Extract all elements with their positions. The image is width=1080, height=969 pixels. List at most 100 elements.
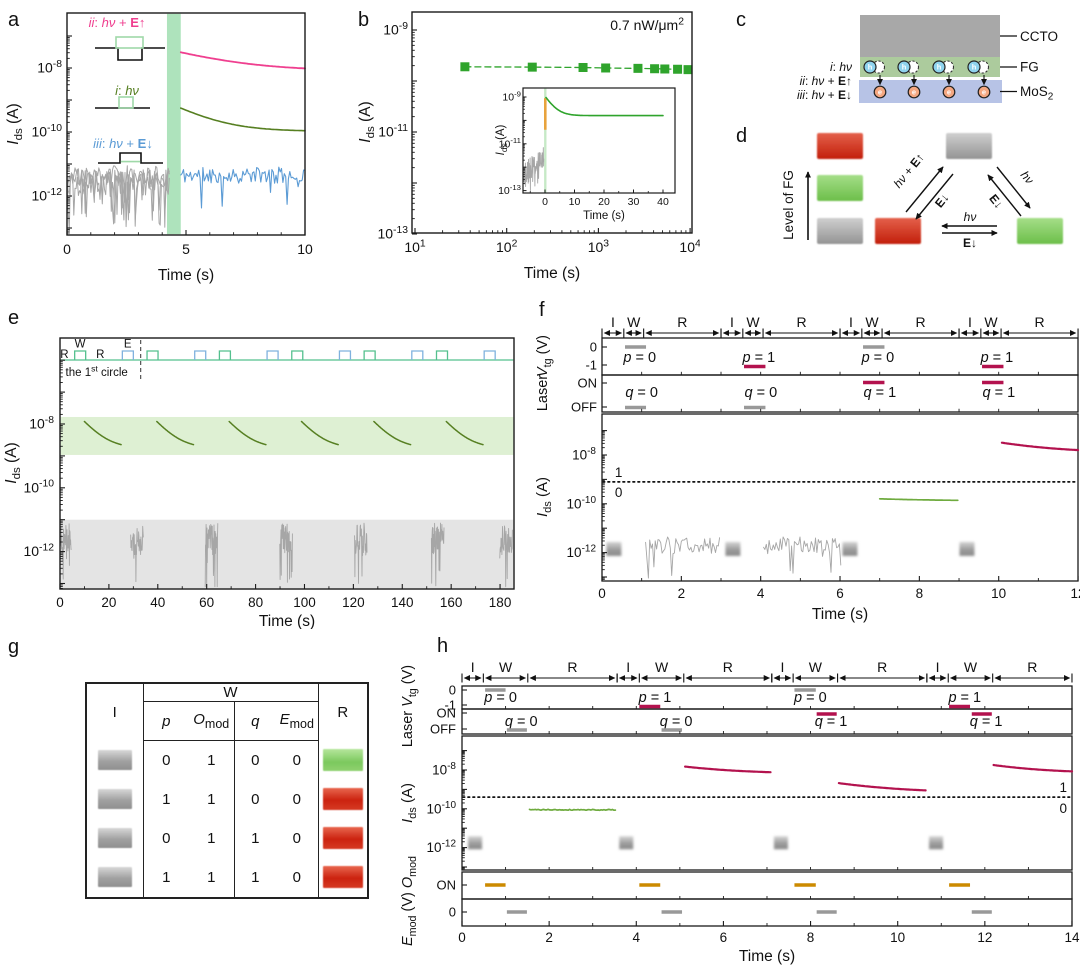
svg-text:103: 103 bbox=[588, 238, 610, 255]
svg-text:12: 12 bbox=[1071, 586, 1080, 601]
svg-text:10-10: 10-10 bbox=[31, 123, 62, 140]
input-state-box bbox=[97, 828, 132, 848]
h-ids-label: Ids (A) bbox=[399, 783, 419, 823]
svg-text:R: R bbox=[1034, 314, 1044, 330]
h-emod-omod-label: Emod (V) Omod bbox=[400, 856, 419, 946]
process-label: ii: hν + E↑ bbox=[800, 74, 852, 88]
q-label: q = 0 bbox=[745, 385, 778, 401]
svg-text:5: 5 bbox=[182, 241, 190, 257]
svg-text:10-12: 10-12 bbox=[23, 543, 54, 560]
q-label: q = 0 bbox=[505, 714, 538, 730]
sub-header: p bbox=[143, 701, 189, 741]
svg-text:12: 12 bbox=[977, 930, 992, 945]
svg-text:1: 1 bbox=[615, 465, 623, 480]
sub-header: Omod bbox=[189, 701, 234, 741]
p-label: p = 0 bbox=[483, 690, 517, 706]
svg-text:R: R bbox=[796, 314, 806, 330]
h-vtg-laser-label: Laser Vtg (V) bbox=[400, 665, 419, 747]
svg-text:W: W bbox=[499, 659, 513, 675]
p-label: p = 1 bbox=[980, 350, 1014, 366]
svg-text:0: 0 bbox=[1060, 801, 1068, 816]
layer-label: MoS2 bbox=[1020, 84, 1054, 103]
svg-text:W: W bbox=[809, 659, 823, 675]
panel-c: c CCTO FG MoS2 h e h e h e h e i: hν ii: hν + E↑ iii: … bbox=[700, 0, 1080, 122]
svg-text:2: 2 bbox=[545, 930, 553, 945]
panel-h-letter: h bbox=[437, 635, 448, 657]
panel-a: a ii: hν + E↑ i: hν iii: hν + E↓ 10-12 10-10 1… bbox=[0, 0, 350, 293]
svg-text:W: W bbox=[655, 659, 669, 675]
svg-text:W: W bbox=[984, 314, 998, 330]
q-label: q = 1 bbox=[970, 714, 1003, 730]
svg-text:10-8: 10-8 bbox=[572, 446, 596, 462]
p-label: p = 0 bbox=[793, 690, 827, 706]
b-inset-xlabel: Time (s) bbox=[583, 210, 625, 222]
panel-e-letter: e bbox=[8, 307, 19, 329]
svg-text:40: 40 bbox=[150, 595, 165, 610]
svg-text:I: I bbox=[781, 659, 785, 675]
level-axis-label: Level of FG bbox=[781, 170, 796, 240]
table-cell: 1 bbox=[162, 868, 171, 886]
svg-text:I: I bbox=[626, 659, 630, 675]
svg-text:e: e bbox=[982, 88, 986, 97]
svg-text:R: R bbox=[723, 659, 733, 675]
svg-text:10-12: 10-12 bbox=[567, 544, 597, 560]
legend-iii: iii: hν + E↓ bbox=[93, 136, 153, 151]
svg-text:OFF: OFF bbox=[430, 722, 456, 737]
table-cell: 1 bbox=[233, 818, 276, 858]
result-state-box bbox=[322, 749, 363, 771]
level-high-red bbox=[817, 133, 863, 159]
h-xlabel: Time (s) bbox=[739, 948, 795, 965]
f-laser-label: Laser bbox=[535, 375, 551, 411]
panel-c-letter: c bbox=[736, 9, 746, 31]
svg-text:R: R bbox=[96, 349, 104, 361]
svg-text:10: 10 bbox=[991, 586, 1006, 601]
p-label: p = 0 bbox=[622, 350, 656, 366]
table-cell: 0 bbox=[292, 868, 301, 886]
svg-text:0: 0 bbox=[449, 683, 456, 698]
svg-text:10: 10 bbox=[890, 930, 905, 945]
svg-text:4: 4 bbox=[633, 930, 641, 945]
q-label: q = 0 bbox=[660, 714, 693, 730]
first-circle-note: the 1st circle bbox=[66, 363, 128, 379]
svg-text:14: 14 bbox=[1064, 930, 1080, 945]
svg-text:-1: -1 bbox=[444, 698, 456, 713]
table-cell: 1 bbox=[207, 751, 216, 769]
process-label: iii: hν + E↓ bbox=[797, 88, 852, 102]
svg-text:30: 30 bbox=[628, 196, 640, 208]
q-label: q = 1 bbox=[864, 385, 897, 401]
svg-text:102: 102 bbox=[496, 238, 518, 255]
ccto-layer bbox=[860, 15, 1000, 57]
svg-text:h: h bbox=[937, 63, 942, 72]
svg-text:20: 20 bbox=[598, 196, 610, 208]
input-state-box bbox=[97, 789, 132, 809]
transition-label: hν + E↑ bbox=[891, 150, 927, 190]
svg-text:h: h bbox=[902, 63, 907, 72]
svg-text:W: W bbox=[865, 314, 879, 330]
p-label: p = 1 bbox=[638, 690, 672, 706]
svg-text:0: 0 bbox=[449, 905, 456, 920]
svg-text:R: R bbox=[567, 659, 577, 675]
svg-text:10-13: 10-13 bbox=[377, 225, 408, 242]
svg-text:e: e bbox=[947, 88, 951, 97]
table-cell: 1 bbox=[207, 868, 216, 886]
panel-b-letter: b bbox=[358, 9, 369, 31]
state-green bbox=[1017, 218, 1063, 244]
svg-text:0: 0 bbox=[590, 340, 597, 355]
svg-text:2: 2 bbox=[678, 586, 686, 601]
svg-text:0: 0 bbox=[598, 586, 606, 601]
table-cell: 0 bbox=[162, 829, 171, 847]
svg-text:10-9: 10-9 bbox=[383, 21, 408, 38]
a-ylabel: Ids (A) bbox=[5, 103, 25, 144]
table-cell: 1 bbox=[207, 829, 216, 847]
svg-text:R: R bbox=[60, 349, 68, 361]
transition-label: hν bbox=[1018, 168, 1037, 187]
p-label: p = 0 bbox=[861, 350, 895, 366]
